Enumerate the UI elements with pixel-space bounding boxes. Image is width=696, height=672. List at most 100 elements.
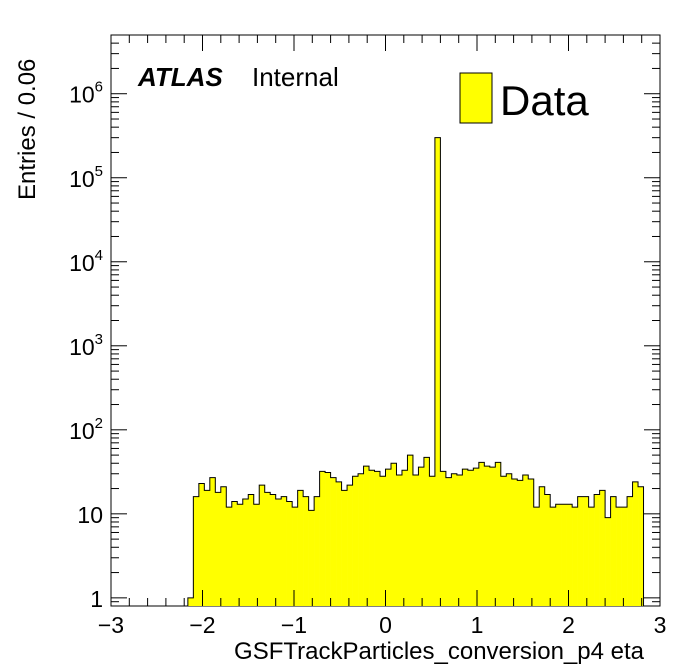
legend-swatch [459,72,493,124]
y-tick-label: 106 [69,79,103,108]
histogram-bar [336,481,342,606]
x-tick-label: −1 [281,612,307,638]
histogram-bar [226,507,233,606]
x-tick-label: 3 [654,612,667,638]
histogram-bar [550,507,556,606]
x-tick-label: 0 [379,612,392,638]
histogram-bar [341,490,348,606]
histogram-bar [533,507,540,606]
histogram-bar [390,463,397,606]
histogram-bar [204,490,211,606]
histogram-bar [330,477,337,606]
histogram-bar [363,466,370,606]
histogram-bar [286,501,293,606]
histogram-bar [412,474,419,606]
histogram-bar [396,474,403,606]
histogram-bar [511,478,518,606]
y-tick-label: 105 [69,163,103,192]
histogram-bar [588,507,595,606]
histogram-bar [198,483,205,606]
histogram-bar [605,517,611,606]
histogram-bar [445,477,452,606]
histogram-bar [429,476,436,606]
histogram-bar [638,486,644,606]
histogram-bar [325,472,331,606]
y-axis-title: Entries / 0.06 [14,59,41,200]
histogram-bar [369,470,375,606]
histogram-bar [489,467,496,606]
histogram-bar [610,496,617,606]
histogram-bar [275,499,282,606]
histogram-bar [462,469,469,606]
histogram-bar [237,504,244,606]
histogram-bar [187,597,194,606]
histogram-bar [231,501,238,606]
histogram-bars [187,137,645,606]
histogram-bar [627,496,633,606]
status-label: Internal [252,62,339,92]
histogram-bar [374,471,381,606]
histogram-bar [281,496,287,606]
histogram-bar [209,477,216,606]
histogram-bar [308,510,315,606]
histogram-bar [456,474,463,606]
histogram-bar [385,469,392,606]
histogram-bar [632,481,639,606]
histogram-bar [506,473,513,606]
histogram-bar [193,496,200,606]
histogram-bar [440,471,447,606]
histogram-bar [577,496,584,606]
histogram-bar [292,507,298,606]
x-tick-label: 2 [562,612,575,638]
legend-entry-data: Data [500,77,589,124]
y-tick-label: 102 [69,415,103,444]
histogram-bar [599,490,606,606]
histogram-bar [319,471,326,606]
histogram-bar [380,476,386,606]
histogram-bar [566,504,573,606]
histogram-bar [352,476,359,606]
histogram-bar [451,473,458,606]
histogram-bar [616,507,622,606]
histogram-bar [248,494,255,606]
histogram-bar [561,504,567,606]
histogram-bar [539,486,546,606]
histogram-bar [418,467,425,606]
histogram-bar [621,507,628,606]
y-tick-label: 1 [90,586,103,612]
x-tick-label: 1 [471,612,484,638]
histogram-bar [583,496,589,606]
histogram-bar [303,496,309,606]
histogram-bar [555,504,562,606]
x-axis-ticks: −3 −2 −1 0 1 2 3 [98,35,667,638]
histogram-bar [495,462,502,606]
histogram-bar [220,486,227,606]
histogram-bar [528,478,535,606]
histogram-bar [500,476,507,606]
x-axis-title: GSFTrackParticles_conversion_p4 eta [234,638,645,665]
histogram-bar [297,490,304,606]
histogram-bar [467,470,474,606]
histogram-bar [473,468,480,606]
experiment-label: ATLAS [137,62,223,92]
histogram-bar [259,485,266,606]
histogram-bar [407,455,414,606]
histogram-bar [264,492,271,606]
histogram-bar [544,494,551,606]
histogram-bar [522,474,529,606]
y-tick-label: 103 [69,331,103,360]
histogram-bar [270,494,276,606]
x-tick-label: −2 [189,612,215,638]
histogram-bar [484,466,491,606]
histogram-bar [314,496,320,606]
histogram-bar [242,499,249,606]
histogram-bar [423,457,430,606]
histogram-outline [187,137,645,606]
y-axis-ticks: 1 10 102 103 104 105 106 [69,34,660,612]
y-tick-label: 104 [69,247,103,276]
histogram-bar [594,494,600,606]
x-tick-label: −3 [98,612,124,638]
histogram-bar [215,492,222,606]
histogram-bar [517,480,524,606]
